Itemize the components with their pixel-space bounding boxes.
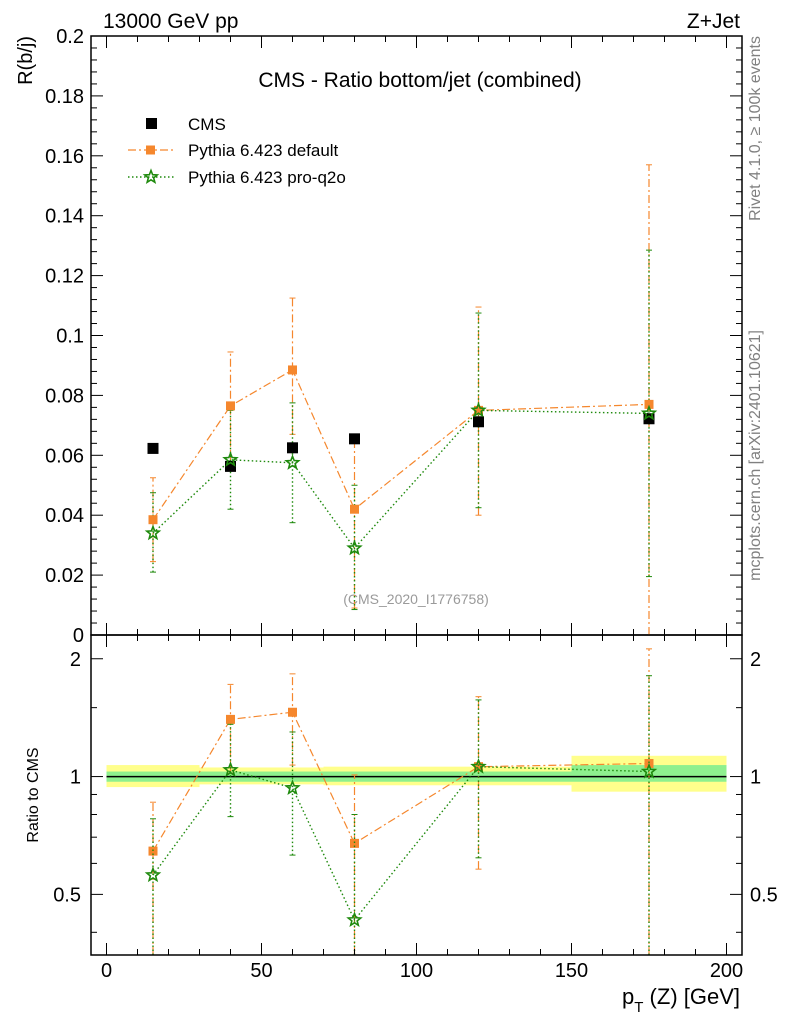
cms-data-point: [147, 442, 159, 454]
x-tick-label: 200: [710, 960, 743, 982]
legend-label-cms: CMS: [188, 115, 226, 134]
x-tick-label: 50: [250, 960, 272, 982]
pythia-default-point: [226, 401, 235, 411]
main-series-2: [150, 249, 652, 611]
main-panel: CMS - Ratio bottom/jet (combined) (CMS_2…: [15, 26, 743, 647]
ratio-pythia-default-point: [474, 762, 483, 772]
ratio-y-tick-label-right: 2: [750, 649, 761, 671]
energy-label: 13000 GeV pp: [103, 10, 238, 33]
x-tick-label: 150: [555, 960, 588, 982]
legend-marker-pythia-default: [146, 145, 155, 155]
ratio-pythia-default-point: [148, 846, 158, 856]
pythia-default-point: [288, 365, 297, 375]
x-tick-label: 0: [101, 960, 112, 982]
process-label: Z+Jet: [687, 10, 740, 33]
ratio-y-tick-label: 2: [70, 649, 81, 671]
main-y-axis-label: R(b/j): [15, 36, 37, 85]
pythia-default-point: [644, 399, 654, 409]
main-series-line: [152, 369, 650, 521]
pythia-proq2o-point: [144, 524, 162, 541]
cms-data-point: [643, 413, 655, 425]
side-label-bottom: mcplots.cern.ch [arXiv:2401.10621]: [747, 330, 764, 581]
x-tick-label: 100: [400, 960, 433, 982]
main-series-line: [152, 409, 650, 550]
ratio-y-tick-label: 0.5: [53, 884, 81, 906]
ratio-series-0: [148, 648, 654, 955]
pythia-proq2o-point: [470, 401, 487, 418]
pythia-proq2o-point: [222, 451, 239, 467]
ratio-pythia-proq2o-point: [284, 779, 301, 796]
pythia-default-point: [148, 515, 158, 525]
main-y-tick-label: 0.2: [56, 26, 84, 48]
legend-star-shape: [142, 168, 160, 185]
main-y-tick-label: 0.12: [45, 266, 84, 288]
pythia-proq2o-point: [284, 454, 301, 470]
ratio-y-tick-label: 1: [70, 767, 81, 789]
main-y-tick-label: 0.06: [45, 445, 84, 467]
ratio-series-1: [144, 675, 658, 955]
ratio-y-tick-label-right: 0.5: [750, 884, 778, 906]
main-y-tick-label: 0.14: [45, 206, 84, 228]
side-label-top: Rivet 4.1.0, ≥ 100k events: [747, 36, 764, 221]
pythia-default-point: [350, 504, 359, 514]
legend-marker-cms: [146, 118, 157, 129]
legend-marker-pythia-proq2o: [142, 168, 160, 185]
pythia-proq2o-point: [640, 404, 658, 421]
x-axis-label: pT (Z) [GeV]: [622, 984, 740, 1016]
main-y-tick-label: 0.08: [45, 385, 84, 407]
cms-data-point: [473, 416, 484, 428]
pythia-default-point: [474, 405, 483, 415]
ratio-y-axis-label: Ratio to CMS: [25, 747, 42, 842]
main-y-tick-label: 0.1: [56, 326, 84, 348]
ratio-y-tick-label-right: 1: [750, 767, 761, 789]
ratio-pythia-proq2o-point: [144, 866, 162, 883]
main-title: CMS - Ratio bottom/jet (combined): [258, 69, 581, 92]
main-watermark: (CMS_2020_I1776758): [343, 591, 489, 607]
pythia-proq2o-point: [346, 539, 363, 556]
legend-label-pythia-default: Pythia 6.423 default: [188, 141, 339, 160]
ratio-series-line: [152, 711, 650, 852]
cms-data-point: [287, 442, 298, 454]
cms-data-point: [349, 433, 360, 445]
main-y-tick-label: 0.16: [45, 146, 84, 168]
ratio-series-line: [152, 765, 650, 922]
legend: CMS Pythia 6.423 default Pythia 6.423 pr…: [128, 115, 346, 187]
cms-data-point: [225, 460, 236, 472]
ratio-pythia-proq2o-point: [222, 761, 239, 777]
main-y-tick-label: 0.02: [45, 565, 84, 587]
main-y-tick-label: 0.04: [45, 505, 84, 527]
ratio-panel: Ratio to CMS 0.5 0.5 1 1 2 2 0 50 100 150 200: [25, 634, 778, 982]
legend-label-pythia-proq2o: Pythia 6.423 pro-q2o: [188, 168, 346, 187]
ratio-pythia-default-point: [350, 838, 359, 848]
ratio-pythia-proq2o-point: [470, 757, 487, 774]
ratio-plot-frame: [90, 634, 743, 956]
main-series-1: [150, 164, 652, 635]
main-y-tick-label: 0.18: [45, 86, 84, 108]
ratio-pythia-proq2o-point: [640, 762, 658, 779]
ratio-pythia-default-point: [288, 707, 297, 717]
main-y-tick-label: 0: [73, 625, 84, 647]
ratio-pythia-default-point: [226, 714, 235, 724]
ratio-pythia-proq2o-point: [346, 911, 363, 928]
